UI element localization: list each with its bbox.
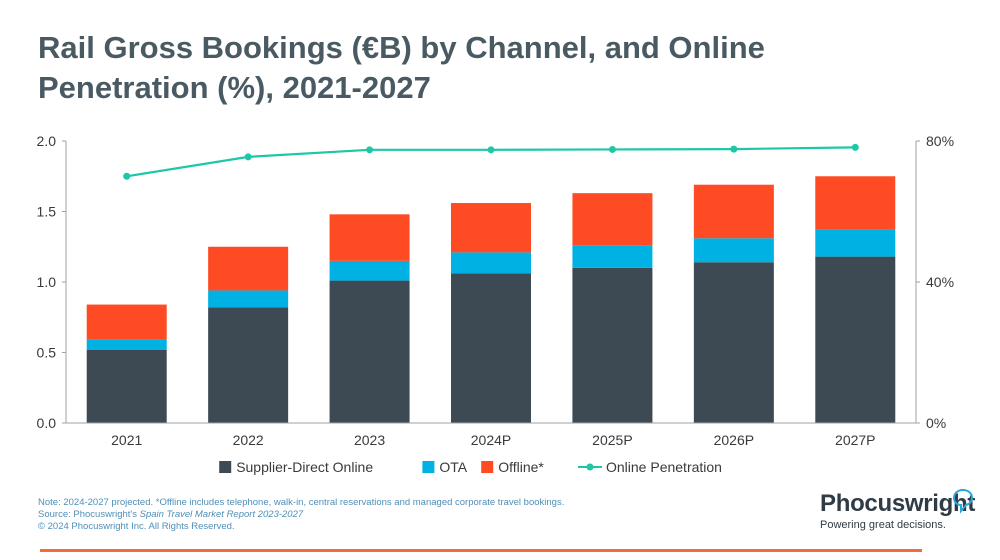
legend-swatch bbox=[219, 461, 232, 473]
legend: Supplier-Direct Online OTA Offline* Online … bbox=[219, 459, 722, 475]
x-tick-label: 2024P bbox=[471, 432, 511, 448]
online-penetration-point bbox=[123, 172, 131, 180]
bar-offline-2026p bbox=[693, 184, 774, 239]
bar-supplier-direct-online-2022 bbox=[208, 307, 289, 423]
bar-ota-2027p bbox=[815, 229, 896, 257]
y-tick-label: 0.5 bbox=[37, 345, 57, 361]
online-penetration-point bbox=[366, 146, 374, 154]
legend-swatch bbox=[481, 461, 494, 473]
chart: 0.00.51.01.52.0 0%40%80% 2021 2022 2023 202… bbox=[37, 133, 955, 475]
legend-item-online-penetration: Online Penetration bbox=[578, 459, 722, 475]
x-tick-label: 2026P bbox=[714, 432, 754, 448]
online-penetration-point bbox=[608, 145, 616, 153]
bar-offline-2023 bbox=[329, 214, 410, 261]
footnote-note: Note: 2024-2027 projected. *Offline incl… bbox=[38, 497, 565, 508]
x-tick-label: 2021 bbox=[111, 432, 142, 448]
bar-offline-2027p bbox=[815, 176, 896, 230]
bar-supplier-direct-online-2025p bbox=[572, 267, 653, 423]
y-axis-left: 0.0 0.5 1.0 1.5 2.0 bbox=[37, 133, 67, 431]
bar-ota-2021 bbox=[86, 339, 167, 350]
brand-name: Phocuswright bbox=[820, 490, 976, 517]
legend-label: Online Penetration bbox=[606, 459, 722, 475]
online-penetration-line bbox=[123, 143, 859, 180]
bar-offline-2024p bbox=[451, 203, 531, 253]
legend-item-supplier-direct-online: Supplier-Direct Online bbox=[219, 459, 373, 475]
brand-tagline: Powering great decisions. bbox=[820, 519, 946, 531]
legend-label: Supplier-Direct Online bbox=[236, 459, 373, 475]
legend-item-ota: OTA bbox=[422, 459, 468, 475]
bar-supplier-direct-online-2021 bbox=[86, 349, 167, 423]
bar-supplier-direct-online-2023 bbox=[329, 280, 410, 423]
legend-marker bbox=[586, 463, 594, 471]
y-tick-label: 1.0 bbox=[37, 274, 57, 290]
legend-item-offline: Offline* bbox=[481, 459, 544, 475]
bar-ota-2024p bbox=[451, 252, 531, 274]
online-penetration-point bbox=[730, 145, 738, 153]
y-tick-label: 1.5 bbox=[37, 204, 57, 220]
brand-logo: Phocuswright Powering great decisions. bbox=[820, 488, 990, 532]
legend-swatch bbox=[422, 461, 435, 473]
bars bbox=[86, 176, 896, 423]
x-tick-label: 2023 bbox=[354, 432, 385, 448]
y-tick-label: 0.0 bbox=[37, 415, 57, 431]
x-tick-label: 2027P bbox=[835, 432, 875, 448]
bar-ota-2023 bbox=[329, 260, 410, 281]
x-axis-labels: 2021 2022 2023 2024P 2025P 2026P 2027P bbox=[66, 422, 916, 448]
bar-offline-2021 bbox=[86, 304, 167, 340]
speech-bubble-icon bbox=[952, 488, 974, 514]
x-tick-label: 2025P bbox=[592, 432, 632, 448]
bar-supplier-direct-online-2024p bbox=[451, 273, 531, 423]
bar-supplier-direct-online-2026p bbox=[693, 262, 774, 423]
y2-tick-label: 0% bbox=[926, 415, 946, 431]
bar-supplier-direct-online-2027p bbox=[815, 256, 896, 423]
online-penetration-point bbox=[487, 146, 495, 154]
footnote: Note: 2024-2027 projected. *Offline incl… bbox=[38, 497, 564, 533]
x-tick-label: 2022 bbox=[233, 432, 264, 448]
online-penetration-point bbox=[244, 153, 252, 161]
y-axis-right: 0% 40% 80% bbox=[915, 133, 954, 431]
y-tick-label: 2.0 bbox=[37, 133, 57, 149]
bar-ota-2022 bbox=[208, 290, 289, 308]
y2-tick-label: 40% bbox=[926, 274, 954, 290]
y2-tick-label: 80% bbox=[926, 133, 954, 149]
bar-offline-2025p bbox=[572, 193, 653, 246]
legend-label: OTA bbox=[439, 459, 467, 475]
footnote-copyright: © 2024 Phocuswright Inc. All Rights Rese… bbox=[38, 521, 235, 532]
legend-label: Offline* bbox=[498, 459, 544, 475]
bottom-rule bbox=[40, 549, 922, 552]
bar-ota-2025p bbox=[572, 245, 653, 268]
online-penetration-point bbox=[851, 143, 859, 151]
bar-offline-2022 bbox=[208, 246, 289, 291]
footnote-source: Source: Phocuswright's Spain Travel Mark… bbox=[38, 509, 304, 520]
chart-title: Rail Gross Bookings (€B) by Channel, and… bbox=[38, 30, 765, 105]
bar-ota-2026p bbox=[693, 238, 774, 263]
